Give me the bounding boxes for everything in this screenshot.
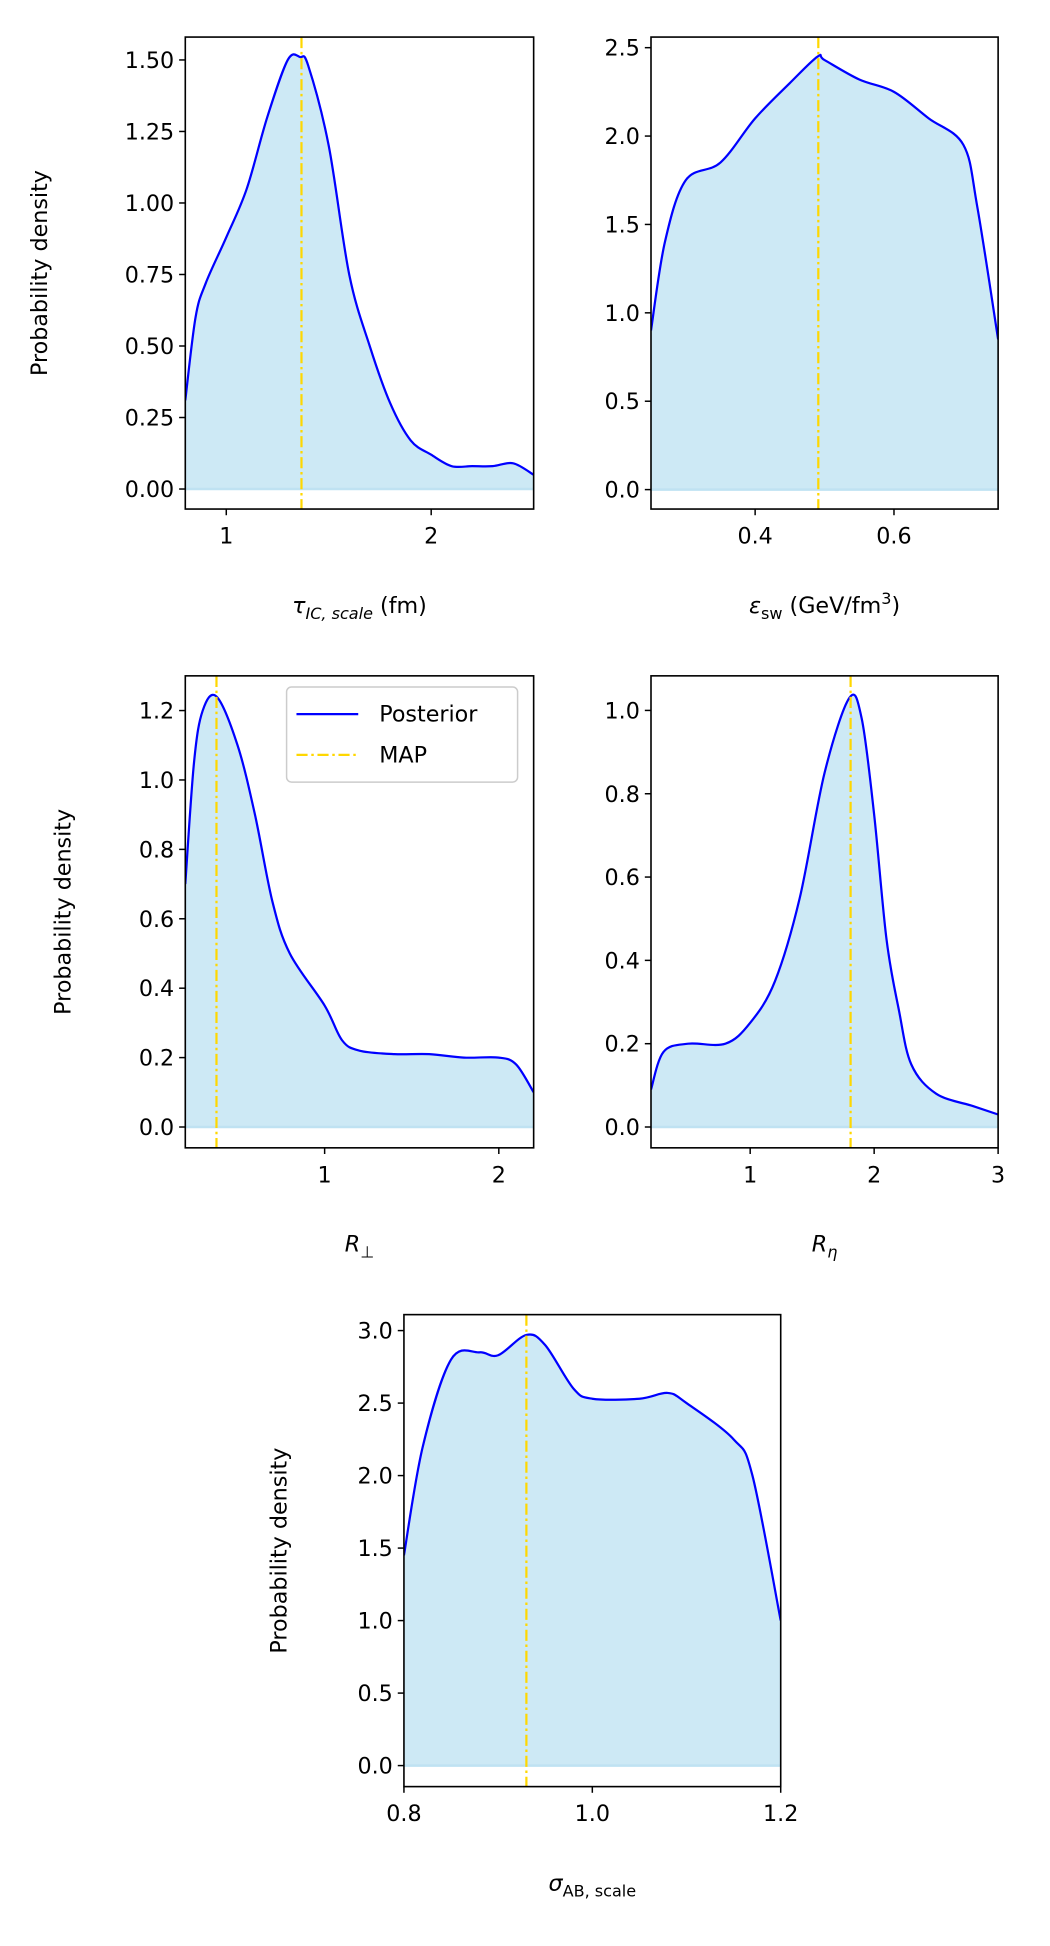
x-axis-label-part: η — [827, 1243, 837, 1262]
y-tick-label: 0.25 — [125, 406, 174, 432]
y-tick-label: 1.0 — [605, 698, 640, 724]
y-tick-label: 0.0 — [357, 1754, 392, 1780]
y-tick-label: 0.50 — [125, 334, 174, 360]
density-area — [185, 54, 534, 490]
y-tick-label: 0.8 — [139, 837, 174, 863]
density-area — [185, 694, 534, 1128]
y-tick-label: 0.0 — [605, 478, 640, 504]
x-axis-label-part: AB, scale — [563, 1882, 637, 1901]
x-tick-label: 2 — [867, 1162, 881, 1188]
y-tick-label: 1.5 — [357, 1536, 392, 1562]
density-line — [185, 693, 534, 1093]
x-tick-label: 1.2 — [763, 1801, 798, 1827]
x-axis-label: εsw (GeV/fm3) — [749, 589, 900, 623]
y-tick-label: 1.0 — [139, 768, 174, 794]
x-axis-label-part: (GeV/fm — [782, 593, 881, 619]
y-tick-label: 1.5 — [605, 212, 640, 238]
x-axis-label-part: τ — [292, 593, 306, 619]
x-axis-label-part: R — [812, 1232, 827, 1258]
x-tick-label: 0.8 — [386, 1801, 421, 1827]
density-area — [403, 1334, 781, 1766]
x-tick-label: 0.6 — [876, 524, 911, 550]
y-tick-label: 0.2 — [605, 1032, 640, 1058]
x-axis-label-part: ε — [749, 593, 761, 619]
axes-frame — [650, 675, 999, 1149]
y-tick-label: 1.2 — [139, 699, 174, 725]
x-axis-label-part: (fm) — [373, 593, 427, 619]
plot-area — [651, 37, 999, 510]
y-axis-label: Probability density — [267, 1448, 293, 1654]
axes-frame — [184, 675, 535, 1149]
y-tick-label: 0.0 — [139, 1115, 174, 1141]
x-axis-label-part: σ — [549, 1870, 564, 1896]
plot-area — [185, 37, 534, 510]
y-tick-label: 1.00 — [125, 191, 174, 217]
x-tick-label: 3 — [991, 1162, 1005, 1188]
x-axis-label-part: 3 — [881, 589, 891, 608]
x-axis-label: τIC, scale (fm) — [292, 593, 427, 623]
density-line — [651, 693, 999, 1116]
density-line — [185, 53, 534, 476]
y-tick-label: 0.5 — [605, 389, 640, 415]
legend-label: Posterior — [379, 702, 478, 728]
y-axis-label: Probability density — [50, 809, 76, 1015]
x-tick-label: 1 — [743, 1162, 757, 1188]
x-axis-label-part: R — [345, 1232, 360, 1258]
axes-frame — [650, 36, 999, 510]
x-axis-label-part: ) — [891, 593, 900, 619]
axes-frame — [184, 36, 535, 510]
y-tick-label: 2.5 — [605, 36, 640, 62]
y-tick-label: 0.8 — [605, 782, 640, 808]
plot-area — [403, 1314, 781, 1787]
y-tick-label: 0.4 — [139, 976, 174, 1002]
x-tick-label: 1 — [318, 1162, 332, 1188]
y-tick-label: 0.6 — [605, 865, 640, 891]
y-tick-label: 1.25 — [125, 119, 174, 145]
x-tick-label: 2 — [424, 524, 438, 550]
density-line — [651, 53, 999, 340]
x-axis-label: R⊥ — [345, 1232, 374, 1262]
x-axis-label-part: ⊥ — [360, 1243, 374, 1262]
density-line — [403, 1333, 781, 1621]
x-axis-label: σAB, scale — [549, 1870, 637, 1900]
x-tick-label: 1.0 — [575, 1801, 610, 1827]
x-axis-label: Rη — [812, 1232, 838, 1262]
x-tick-label: 1 — [219, 524, 233, 550]
x-axis-label-part: IC, scale — [305, 604, 373, 623]
density-area — [651, 694, 999, 1128]
y-tick-label: 1.0 — [357, 1609, 392, 1635]
y-tick-label: 3.0 — [357, 1319, 392, 1345]
y-axis-label: Probability density — [27, 170, 53, 376]
y-tick-label: 0.75 — [125, 263, 174, 289]
y-tick-label: 0.5 — [357, 1681, 392, 1707]
y-tick-label: 0.4 — [605, 948, 640, 974]
y-tick-label: 0.6 — [139, 907, 174, 933]
x-axis-label-part: sw — [761, 604, 782, 623]
y-tick-label: 0.0 — [605, 1115, 640, 1141]
y-tick-label: 0.2 — [139, 1046, 174, 1072]
y-tick-label: 2.0 — [605, 124, 640, 150]
density-area — [651, 54, 999, 490]
y-tick-label: 2.5 — [357, 1391, 392, 1417]
y-tick-label: 2.0 — [357, 1464, 392, 1490]
x-tick-label: 2 — [492, 1162, 506, 1188]
legend-label: MAP — [379, 742, 427, 768]
plot-area — [185, 675, 534, 1148]
x-tick-label: 0.4 — [737, 524, 772, 550]
legend-box — [285, 686, 519, 783]
y-tick-label: 1.0 — [605, 301, 640, 327]
y-tick-label: 1.50 — [125, 48, 174, 74]
plot-area — [651, 675, 999, 1148]
y-tick-label: 0.00 — [125, 477, 174, 503]
